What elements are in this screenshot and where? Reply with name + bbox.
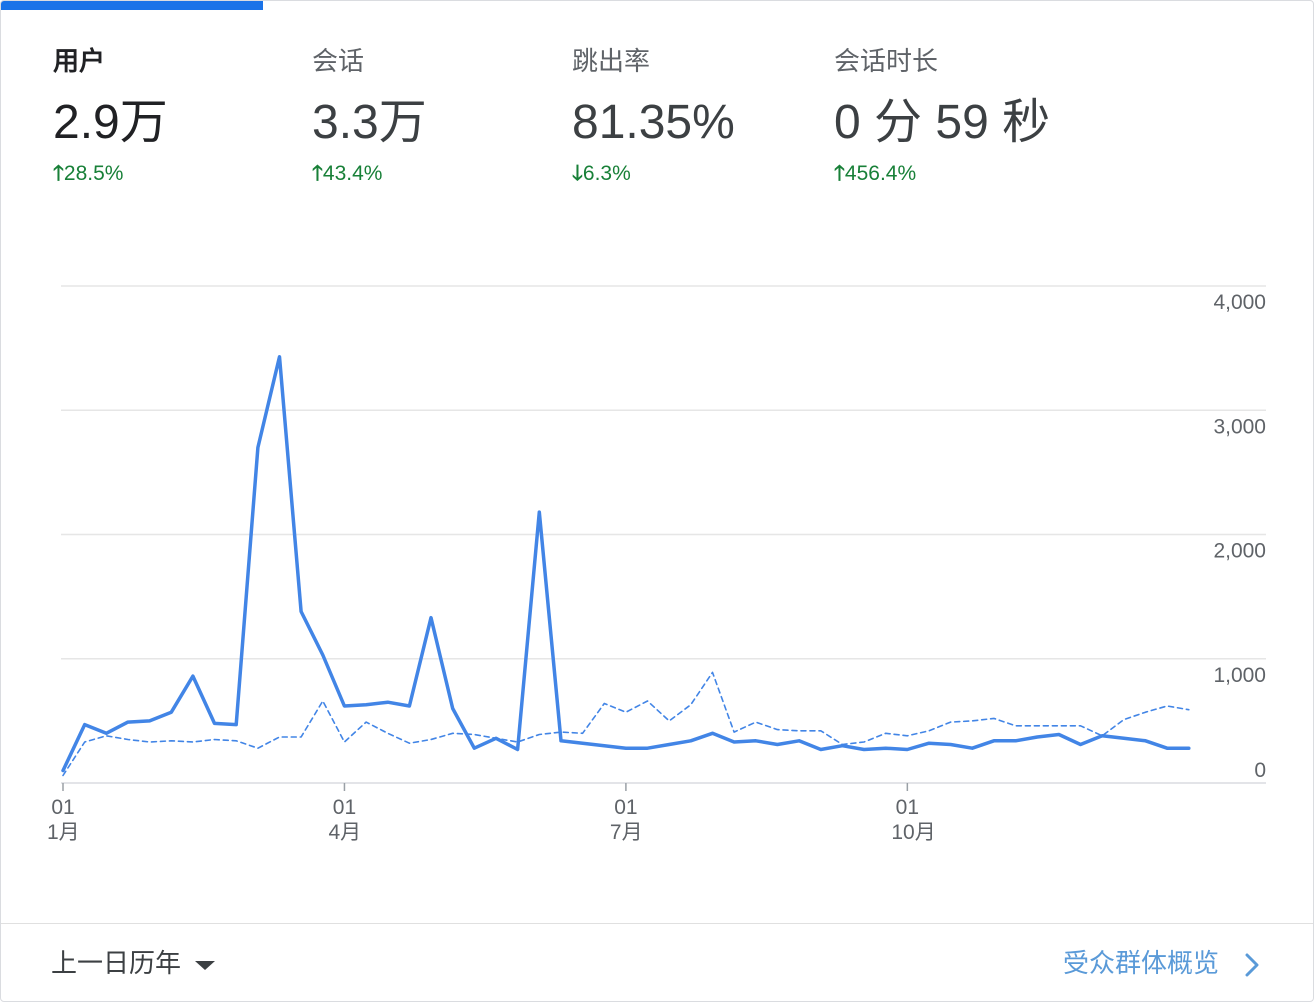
y-tick-label: 4,000 [1213, 291, 1266, 314]
metric-delta-value: 28.5% [63, 162, 124, 185]
metric-delta-value: 43.4% [322, 162, 383, 185]
y-tick-label: 1,000 [1213, 664, 1266, 687]
x-tick-day: 01 [614, 796, 637, 819]
x-tick-day: 01 [51, 796, 74, 819]
y-tick-label: 3,000 [1213, 415, 1266, 438]
dropdown-caret-icon [195, 960, 216, 970]
users-series-line [61, 355, 1191, 773]
x-tick-month: 4月 [328, 821, 361, 844]
date-range-label: 上一日历年 [51, 948, 182, 978]
metric-delta: 🡓6.3% [572, 159, 822, 189]
chevron-right-icon [1245, 953, 1259, 977]
x-tick-month: 1月 [47, 821, 80, 844]
metric-delta: 🡑43.4% [312, 159, 562, 189]
metric-tab-session-duration[interactable]: 会话时长 0 分 59 秒 🡑456.4% [834, 41, 1134, 189]
metric-tab-users[interactable]: 用户 2.9万 🡑28.5% [53, 41, 303, 189]
x-tick-day: 01 [333, 796, 356, 819]
metric-label: 会话 [312, 46, 365, 76]
x-tick-month: 10月 [891, 821, 935, 844]
metric-tab-bounce-rate[interactable]: 跳出率 81.35% 🡓6.3% [572, 41, 822, 189]
footer-divider [1, 923, 1313, 924]
metric-tab-sessions[interactable]: 会话 3.3万 🡑43.4% [312, 41, 562, 189]
metric-value: 2.9万 [53, 96, 168, 149]
metric-delta: 🡑456.4% [834, 159, 1134, 189]
metric-delta-value: 456.4% [844, 162, 917, 185]
metric-value: 3.3万 [312, 96, 427, 149]
metric-delta: 🡑28.5% [53, 159, 303, 189]
x-tick-day: 01 [896, 796, 919, 819]
y-tick-label: 0 [1254, 759, 1266, 782]
arrow-up-icon: 🡑 [312, 162, 323, 185]
metric-delta-value: 6.3% [582, 162, 631, 185]
comparison-series-line [62, 671, 1190, 777]
x-tick-month: 7月 [610, 821, 643, 844]
audience-overview-link[interactable]: 受众群体概览 [1063, 941, 1259, 985]
metric-label: 会话时长 [834, 46, 939, 76]
active-tab-indicator [1, 1, 263, 10]
arrow-up-icon: 🡑 [53, 162, 64, 185]
arrow-up-icon: 🡑 [834, 162, 845, 185]
overview-link-label: 受众群体概览 [1062, 948, 1219, 978]
metric-value: 81.35% [572, 96, 735, 149]
y-tick-label: 2,000 [1213, 540, 1266, 563]
date-range-dropdown[interactable]: 上一日历年 [51, 941, 216, 985]
metric-label: 跳出率 [572, 46, 651, 76]
metric-value: 0 分 59 秒 [834, 96, 1051, 149]
metric-label: 用户 [53, 46, 106, 76]
arrow-down-icon: 🡓 [572, 162, 583, 185]
